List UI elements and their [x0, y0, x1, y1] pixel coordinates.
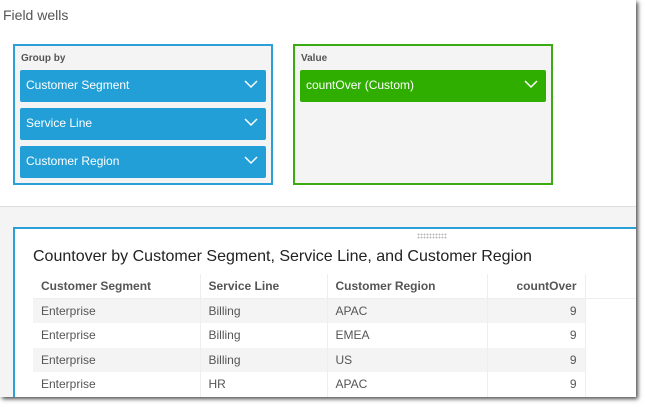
field-countover[interactable]: countOver (Custom) [300, 70, 546, 102]
table-header: Customer Segment Service Line Customer R… [33, 274, 586, 299]
value-label: Value [301, 53, 328, 64]
cell: 9 [487, 347, 586, 372]
field-service-line[interactable]: Service Line [20, 108, 266, 140]
table-row: Enterprise Billing US 9 [33, 347, 586, 372]
field-label: Customer Region [26, 154, 120, 168]
cell: EMEA [327, 323, 488, 348]
cell: 9 [487, 372, 586, 397]
table-row: Enterprise Billing APAC 9 [33, 298, 586, 323]
group-by-label: Group by [21, 53, 66, 64]
cell: Billing [200, 298, 328, 323]
chevron-down-icon[interactable] [524, 79, 538, 89]
column-header[interactable]: countOver [487, 274, 586, 299]
column-header[interactable]: Customer Region [327, 274, 488, 299]
cell: Enterprise [33, 298, 201, 323]
visual-title: Countover by Customer Segment, Service L… [33, 248, 532, 265]
cell: US [327, 347, 488, 372]
column-header[interactable]: Customer Segment [33, 274, 201, 299]
cell: Enterprise [33, 372, 201, 397]
field-customer-segment[interactable]: Customer Segment [20, 70, 266, 102]
value-well[interactable]: Value countOver (Custom) [293, 44, 553, 185]
data-table: Customer Segment Service Line Customer R… [33, 274, 586, 397]
drag-handle-icon[interactable] [417, 233, 447, 239]
cell: Enterprise [33, 323, 201, 348]
cell: Billing [200, 323, 328, 348]
field-label: Customer Segment [26, 78, 130, 92]
table-row: Enterprise Billing EMEA 9 [33, 323, 586, 348]
cell: HR [200, 372, 328, 397]
chevron-down-icon[interactable] [244, 155, 258, 165]
chevron-down-icon[interactable] [244, 117, 258, 127]
table-row: Enterprise HR APAC 9 [33, 372, 586, 397]
field-wells-title: Field wells [3, 7, 69, 23]
cell: APAC [327, 372, 488, 397]
window: Field wells Group by Customer Segment Se… [0, 7, 636, 397]
group-by-well[interactable]: Group by Customer Segment Service Line C… [13, 44, 273, 185]
cell: Enterprise [33, 347, 201, 372]
chevron-down-icon[interactable] [244, 79, 258, 89]
column-header[interactable]: Service Line [200, 274, 328, 299]
field-label: Service Line [26, 116, 93, 130]
cell: Billing [200, 347, 328, 372]
cell: APAC [327, 298, 488, 323]
cell: 9 [487, 323, 586, 348]
field-customer-region[interactable]: Customer Region [20, 146, 266, 178]
cell: 9 [487, 298, 586, 323]
field-label: countOver (Custom) [306, 78, 415, 92]
header-divider [585, 298, 636, 299]
visual-card[interactable]: Countover by Customer Segment, Service L… [13, 227, 636, 397]
